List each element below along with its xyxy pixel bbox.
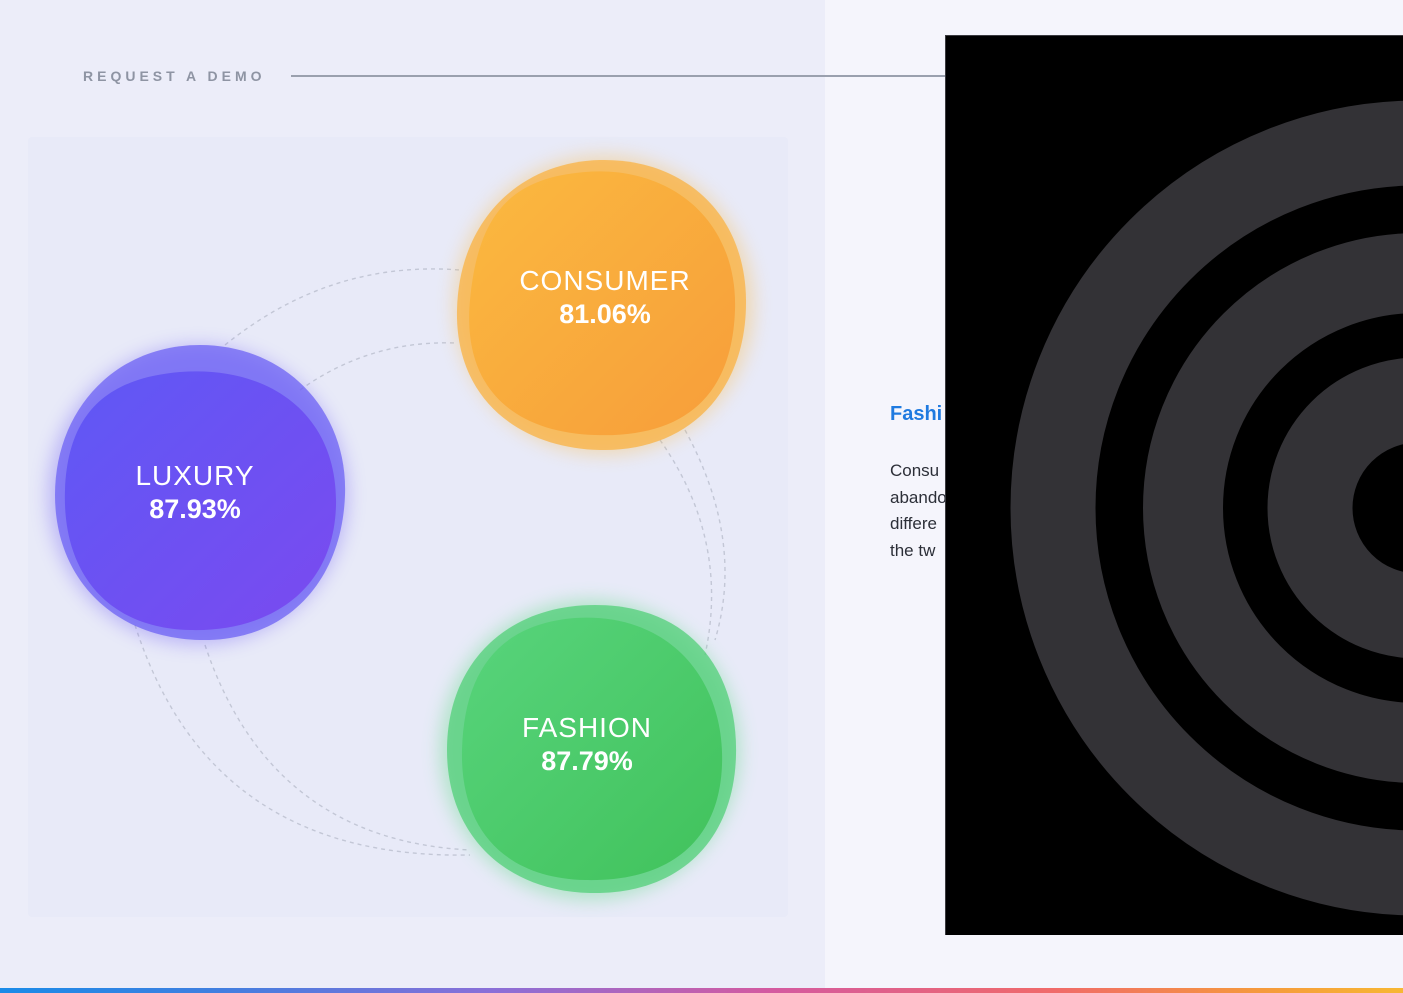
body-line: abando — [890, 487, 947, 507]
body-line: the tw — [890, 540, 936, 560]
consumer-segment: CONSUMER 81.06% — [519, 265, 690, 330]
footer-gradient-bar — [0, 988, 1403, 993]
segment-value: 87.93% — [149, 494, 241, 524]
segment-name: CONSUMER — [519, 265, 691, 296]
luxury-blob — [48, 345, 348, 645]
luxury-segment: LUXURY 87.93% — [135, 460, 254, 525]
fashion-segment: FASHION 87.79% — [522, 712, 652, 777]
request-demo-link[interactable]: REQUEST A DEMO — [83, 68, 266, 84]
body-line: Consu — [890, 461, 940, 480]
body-line: differe — [890, 514, 937, 533]
connector-arcs — [134, 268, 726, 856]
header-divider — [291, 75, 951, 77]
section-title: Fashi — [890, 403, 943, 425]
fashion-blob — [440, 600, 740, 900]
segment-value: 87.79% — [541, 746, 633, 776]
consumer-blob — [454, 155, 754, 455]
segment-name: FASHION — [522, 712, 652, 743]
concentric-rings-icon — [1010, 100, 1403, 916]
media-overlay[interactable] — [945, 35, 1403, 935]
segment-name: LUXURY — [135, 460, 255, 491]
segment-value: 81.06% — [559, 299, 651, 329]
section-body: Consu abando differe the tw — [890, 458, 1190, 564]
segment-cycle-diagram — [48, 155, 754, 900]
